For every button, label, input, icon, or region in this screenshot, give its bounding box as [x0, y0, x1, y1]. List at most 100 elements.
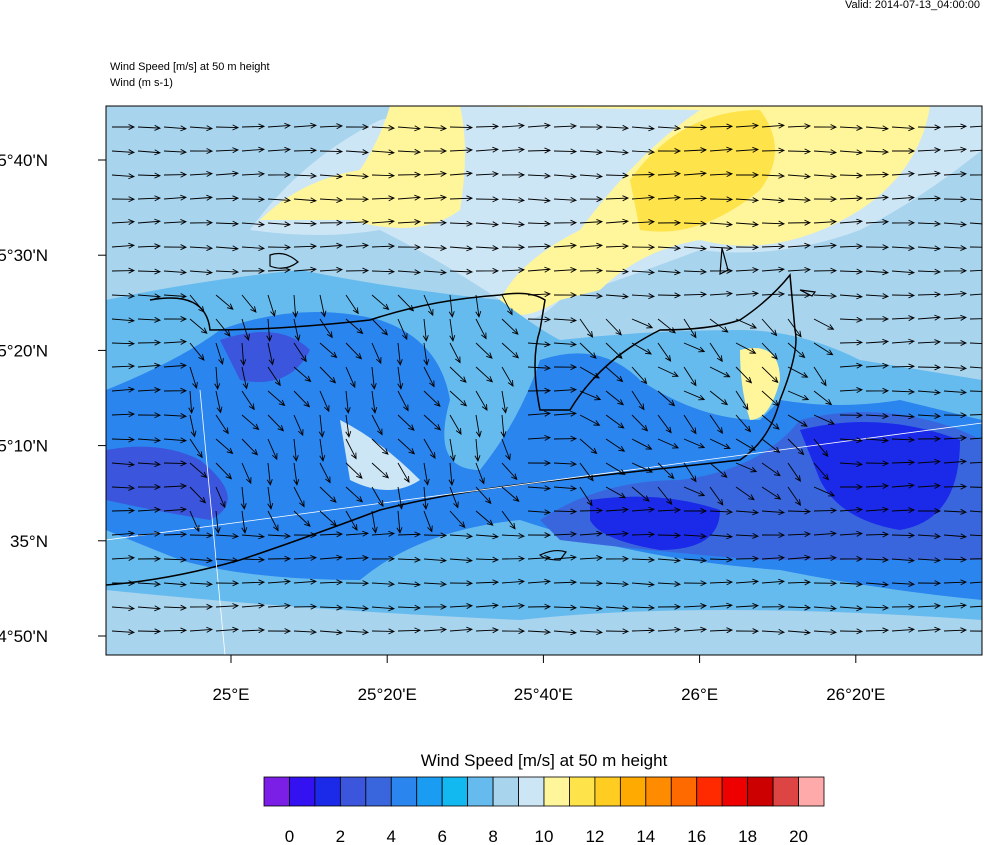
wind-arrow: [813, 149, 837, 156]
wind-arrow: [319, 123, 344, 130]
wind-arrow: [917, 626, 941, 633]
wind-arrow: [527, 460, 552, 467]
wind-arrow: [735, 628, 760, 635]
wind-arrow: [891, 269, 915, 276]
wind-arrow: [293, 172, 318, 179]
colorbar-swatch: [798, 776, 825, 807]
wind-arrow: [189, 438, 203, 459]
wind-arrow: [371, 294, 390, 311]
wind-arrow: [605, 366, 624, 383]
wind-arrow: [241, 146, 265, 153]
wind-arrow: [865, 244, 890, 251]
wind-arrow: [839, 339, 864, 346]
wind-arrow: [839, 218, 863, 225]
wind-arrow: [423, 148, 448, 155]
wind-arrow: [917, 508, 942, 514]
wind-arrow: [267, 414, 285, 432]
wind-arrow: [969, 462, 982, 464]
wind-arrow: [917, 245, 941, 252]
wind-arrow: [813, 414, 835, 425]
wind-arrow: [891, 292, 916, 299]
wind-arrow: [345, 629, 370, 636]
wind-arrow: [839, 172, 864, 179]
wind-arrow: [605, 342, 623, 359]
wind-arrow: [735, 342, 757, 354]
wind-arrow: [969, 414, 982, 416]
wind-arrow: [241, 533, 265, 540]
colorbar-swatch: [467, 776, 494, 807]
wind-arrow: [527, 603, 552, 610]
wind-arrow: [344, 390, 351, 414]
wind-arrow: [839, 268, 864, 275]
wind-arrow: [605, 438, 626, 452]
wind-arrow: [423, 532, 448, 539]
wind-arrow: [292, 294, 299, 318]
wind-arrow: [969, 558, 982, 560]
wind-arrow: [709, 508, 734, 515]
wind-arrow: [345, 318, 364, 335]
wind-arrow: [605, 218, 629, 225]
wind-arrow: [709, 627, 734, 634]
wind-arrow: [137, 339, 162, 346]
wind-arrow: [683, 580, 708, 587]
wind-arrow: [240, 342, 247, 366]
wind-arrow: [553, 435, 578, 442]
wind-arrow: [371, 218, 395, 225]
wind-arrow: [631, 125, 655, 132]
wind-arrow: [214, 366, 221, 390]
wind-arrow: [683, 462, 697, 483]
wind-arrow: [969, 630, 982, 632]
colorbar-swatch: [518, 776, 545, 807]
wind-arrow: [943, 508, 968, 515]
wind-arrow: [683, 438, 706, 449]
wind-arrow: [787, 292, 812, 299]
wind-arrow: [943, 267, 968, 274]
colorbar-swatch: [619, 776, 647, 807]
wind-arrow: [813, 242, 837, 249]
wind-arrow: [709, 533, 733, 540]
wind-arrow: [163, 148, 188, 155]
wind-arrow: [449, 170, 473, 177]
wind-arrow: [735, 267, 760, 273]
wind-arrow: [839, 605, 863, 612]
wind-arrow: [813, 462, 830, 481]
wind-arrow: [527, 387, 552, 394]
wind-arrow: [579, 242, 603, 249]
wind-arrow: [761, 438, 781, 454]
wind-arrow: [891, 363, 916, 370]
wind-arrow: [943, 365, 968, 372]
wind-arrow: [943, 435, 968, 441]
wind-arrow: [241, 627, 266, 634]
colorbar-swatch: [492, 776, 519, 807]
colorbar-tick-label: 8: [488, 827, 497, 845]
wind-arrow: [709, 556, 734, 563]
wind-arrow: [449, 147, 474, 154]
wind-arrow: [735, 509, 759, 516]
wind-arrow: [345, 530, 369, 537]
wind-arrow: [423, 125, 447, 132]
colorbar-tick-label: 2: [336, 827, 345, 845]
wind-arrow: [449, 510, 466, 529]
wind-arrow: [475, 462, 485, 485]
wind-arrow: [475, 245, 500, 252]
wind-arrow: [683, 124, 708, 131]
wind-arrow: [943, 196, 968, 203]
wind-arrow: [657, 390, 676, 407]
wind-arrow: [501, 628, 526, 635]
wind-arrow: [319, 266, 344, 273]
wind-arrow: [215, 124, 240, 131]
wind-arrow: [761, 172, 786, 179]
wind-arrow: [917, 268, 942, 275]
wind-arrow: [813, 507, 838, 514]
wind-arrow: [475, 318, 487, 340]
wind-arrow: [657, 532, 682, 539]
wind-arrow: [423, 581, 448, 587]
wind-arrow: [189, 245, 214, 251]
wind-arrow: [787, 148, 812, 155]
wind-arrow: [111, 411, 136, 418]
wind-arrow: [319, 554, 343, 561]
wind-arrow: [397, 531, 422, 538]
wind-arrow: [475, 579, 500, 586]
wind-arrow: [397, 604, 422, 611]
wind-arrow: [657, 269, 681, 276]
